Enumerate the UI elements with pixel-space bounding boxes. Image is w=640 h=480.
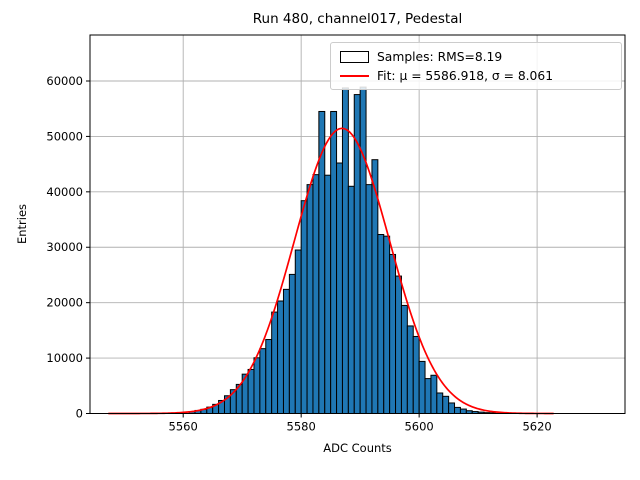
- histogram-bar: [377, 234, 385, 414]
- histogram-bar: [306, 184, 314, 414]
- x-tick-label: 5620: [522, 420, 551, 434]
- histogram-bar: [430, 374, 438, 415]
- histogram-bar: [395, 275, 402, 414]
- legend: Samples: RMS=8.19 Fit: μ = 5586.918, σ =…: [330, 42, 622, 90]
- histogram-bar: [288, 273, 296, 415]
- x-axis-label: ADC Counts: [323, 441, 392, 455]
- axes-spines: [89, 34, 626, 414]
- histogram-bar: [436, 392, 444, 414]
- histogram-bar: [294, 249, 302, 414]
- histogram-bar: [247, 368, 255, 415]
- histogram-bar: [347, 185, 355, 414]
- histogram-bar: [271, 311, 279, 415]
- y-tick-label: 60000: [46, 74, 83, 88]
- histogram-bar: [336, 162, 343, 414]
- legend-label-samples: Samples: RMS=8.19: [377, 50, 503, 65]
- histogram-bar: [418, 360, 426, 414]
- y-tick-label: 30000: [46, 240, 83, 254]
- histogram-bar: [300, 200, 308, 414]
- histogram-bar: [359, 86, 367, 414]
- histogram-bar: [406, 325, 414, 414]
- legend-line-icon: [340, 74, 369, 77]
- y-tick-label: 40000: [46, 185, 83, 199]
- histogram-bar: [400, 304, 408, 414]
- histogram-bar: [412, 335, 420, 414]
- x-tick-label: 5560: [169, 420, 198, 434]
- fit-curve: [108, 127, 554, 415]
- legend-patch-icon: [340, 51, 369, 64]
- histogram-bar: [365, 184, 373, 414]
- histogram-bar: [454, 406, 461, 415]
- histogram-bar: [442, 395, 450, 415]
- y-tick-label: 10000: [46, 351, 83, 365]
- histogram-bar: [312, 174, 320, 414]
- y-tick-label: 0: [76, 407, 83, 421]
- histogram-bar: [341, 87, 349, 415]
- histogram-bar: [459, 408, 467, 415]
- histogram-bar: [330, 110, 338, 415]
- histogram-bar: [389, 253, 397, 414]
- histogram-bar: [259, 348, 267, 414]
- y-axis-label: Entries: [15, 203, 29, 245]
- chart-title: Run 480, channel017, Pedestal: [252, 11, 463, 27]
- histogram-bar: [448, 402, 456, 414]
- x-tick-label: 5580: [287, 420, 316, 434]
- x-tick-label: 5600: [404, 420, 433, 434]
- histogram-bar: [383, 235, 391, 414]
- histogram-bar: [265, 339, 273, 415]
- histogram-bar: [253, 357, 261, 414]
- legend-entry-fit: Fit: μ = 5586.918, σ = 8.061: [340, 69, 612, 83]
- histogram-bar: [282, 288, 290, 414]
- legend-label-fit: Fit: μ = 5586.918, σ = 8.061: [377, 68, 554, 83]
- histogram-bar: [424, 378, 432, 415]
- histogram-bar: [277, 300, 284, 414]
- y-tick-label: 50000: [46, 129, 83, 143]
- legend-entry-samples: Samples: RMS=8.19: [340, 50, 612, 64]
- histogram-bar: [324, 174, 332, 414]
- y-tick-label: 20000: [46, 296, 83, 310]
